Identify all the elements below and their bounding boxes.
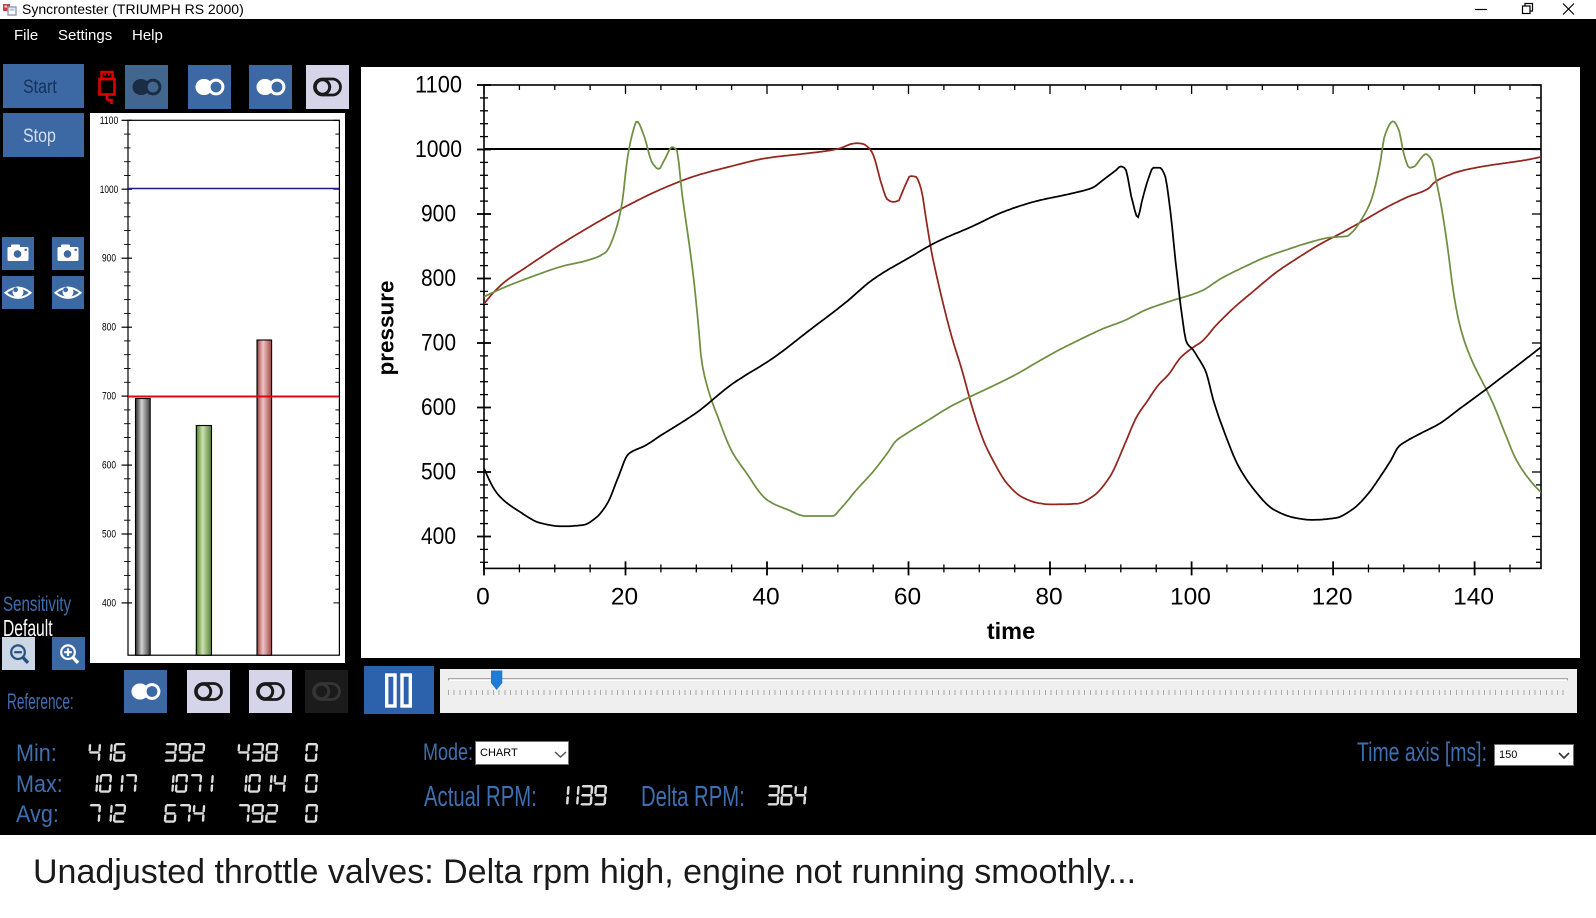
svg-text:1000: 1000 <box>100 184 119 196</box>
svg-text:1100: 1100 <box>100 115 119 127</box>
svg-text:900: 900 <box>421 201 456 228</box>
svg-text:1100: 1100 <box>415 72 462 99</box>
svg-text:20: 20 <box>611 583 638 610</box>
svg-text:80: 80 <box>1035 583 1062 610</box>
svg-text:0: 0 <box>476 583 490 610</box>
svg-text:140: 140 <box>1453 583 1494 610</box>
svg-text:900: 900 <box>102 253 116 265</box>
svg-text:400: 400 <box>102 598 116 610</box>
svg-text:100: 100 <box>1170 583 1211 610</box>
svg-text:800: 800 <box>421 265 456 292</box>
svg-text:time: time <box>987 618 1035 644</box>
svg-text:120: 120 <box>1312 583 1353 610</box>
svg-text:600: 600 <box>421 394 456 421</box>
svg-text:500: 500 <box>421 459 456 486</box>
svg-text:40: 40 <box>752 583 779 610</box>
svg-text:700: 700 <box>421 330 456 357</box>
svg-text:1000: 1000 <box>415 136 462 163</box>
svg-text:800: 800 <box>102 322 116 334</box>
svg-text:600: 600 <box>102 460 116 472</box>
svg-text:400: 400 <box>421 523 456 550</box>
svg-text:700: 700 <box>102 391 116 403</box>
svg-text:pressure: pressure <box>374 280 399 375</box>
svg-text:60: 60 <box>894 583 921 610</box>
svg-text:500: 500 <box>102 529 116 541</box>
